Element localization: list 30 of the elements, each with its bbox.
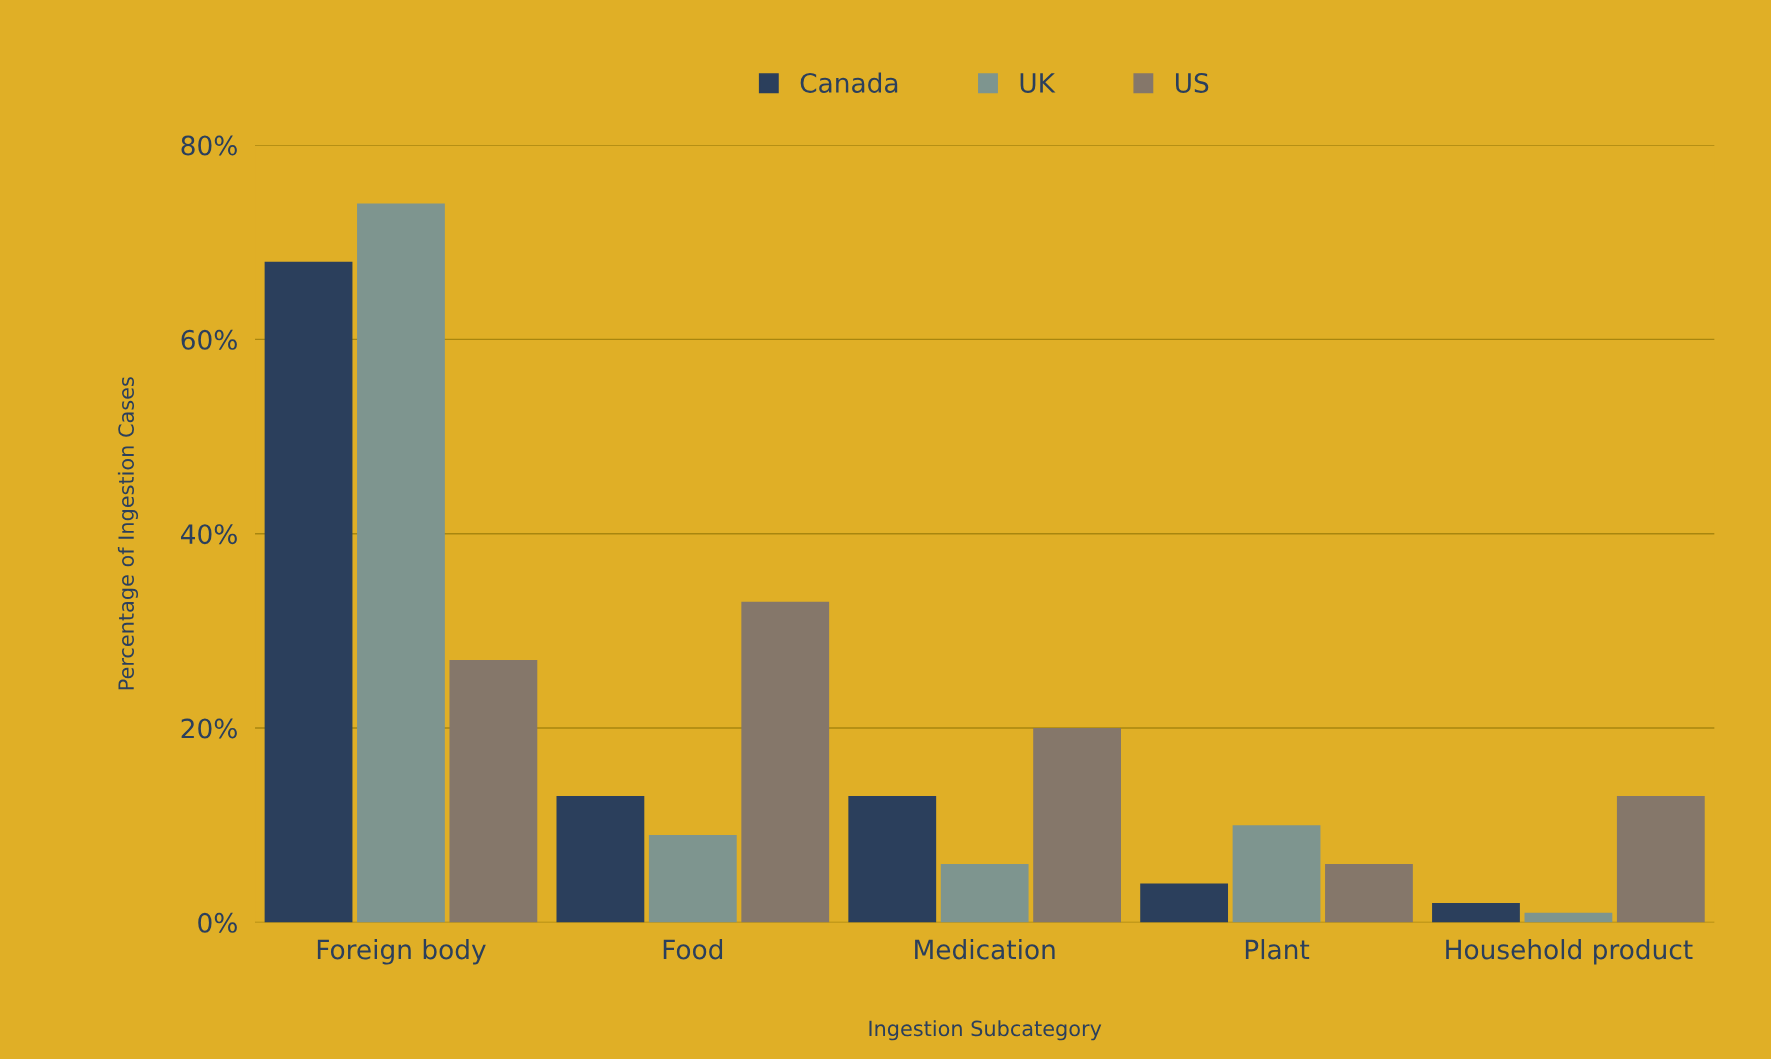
bar bbox=[1232, 825, 1321, 923]
bar bbox=[449, 660, 538, 923]
bar bbox=[940, 864, 1029, 923]
legend-label: US bbox=[1176, 72, 1209, 93]
bar bbox=[264, 261, 353, 923]
y-tick-label: 60% bbox=[181, 329, 237, 350]
x-tick-label: Foreign body bbox=[317, 939, 486, 965]
bar bbox=[1325, 864, 1413, 923]
y-tick-label: 20% bbox=[181, 718, 237, 739]
y-tick-label: 0% bbox=[198, 912, 237, 933]
y-tick-label: 40% bbox=[180, 524, 237, 545]
x-tick-label: Food bbox=[663, 939, 723, 960]
bar bbox=[848, 796, 937, 923]
x-axis-title: Ingestion Subcategory bbox=[869, 1020, 1102, 1041]
bar bbox=[556, 796, 645, 923]
bar bbox=[648, 834, 737, 923]
y-tick-label: 80% bbox=[181, 135, 237, 156]
y-axis-title: Percentage of Ingestion Cases bbox=[117, 377, 139, 690]
bar bbox=[1033, 728, 1121, 923]
bar bbox=[1432, 902, 1520, 923]
x-tick-label: Household product bbox=[1446, 939, 1693, 965]
bar bbox=[1140, 883, 1229, 923]
legend-label: UK bbox=[1020, 73, 1056, 93]
x-tick-label: Medication bbox=[915, 939, 1055, 960]
legend-label: Canada bbox=[800, 72, 898, 93]
bar bbox=[741, 601, 830, 923]
x-tick-label: Plant bbox=[1245, 939, 1310, 960]
bar bbox=[1524, 912, 1613, 923]
bar bbox=[357, 203, 445, 923]
bar bbox=[1616, 796, 1705, 923]
